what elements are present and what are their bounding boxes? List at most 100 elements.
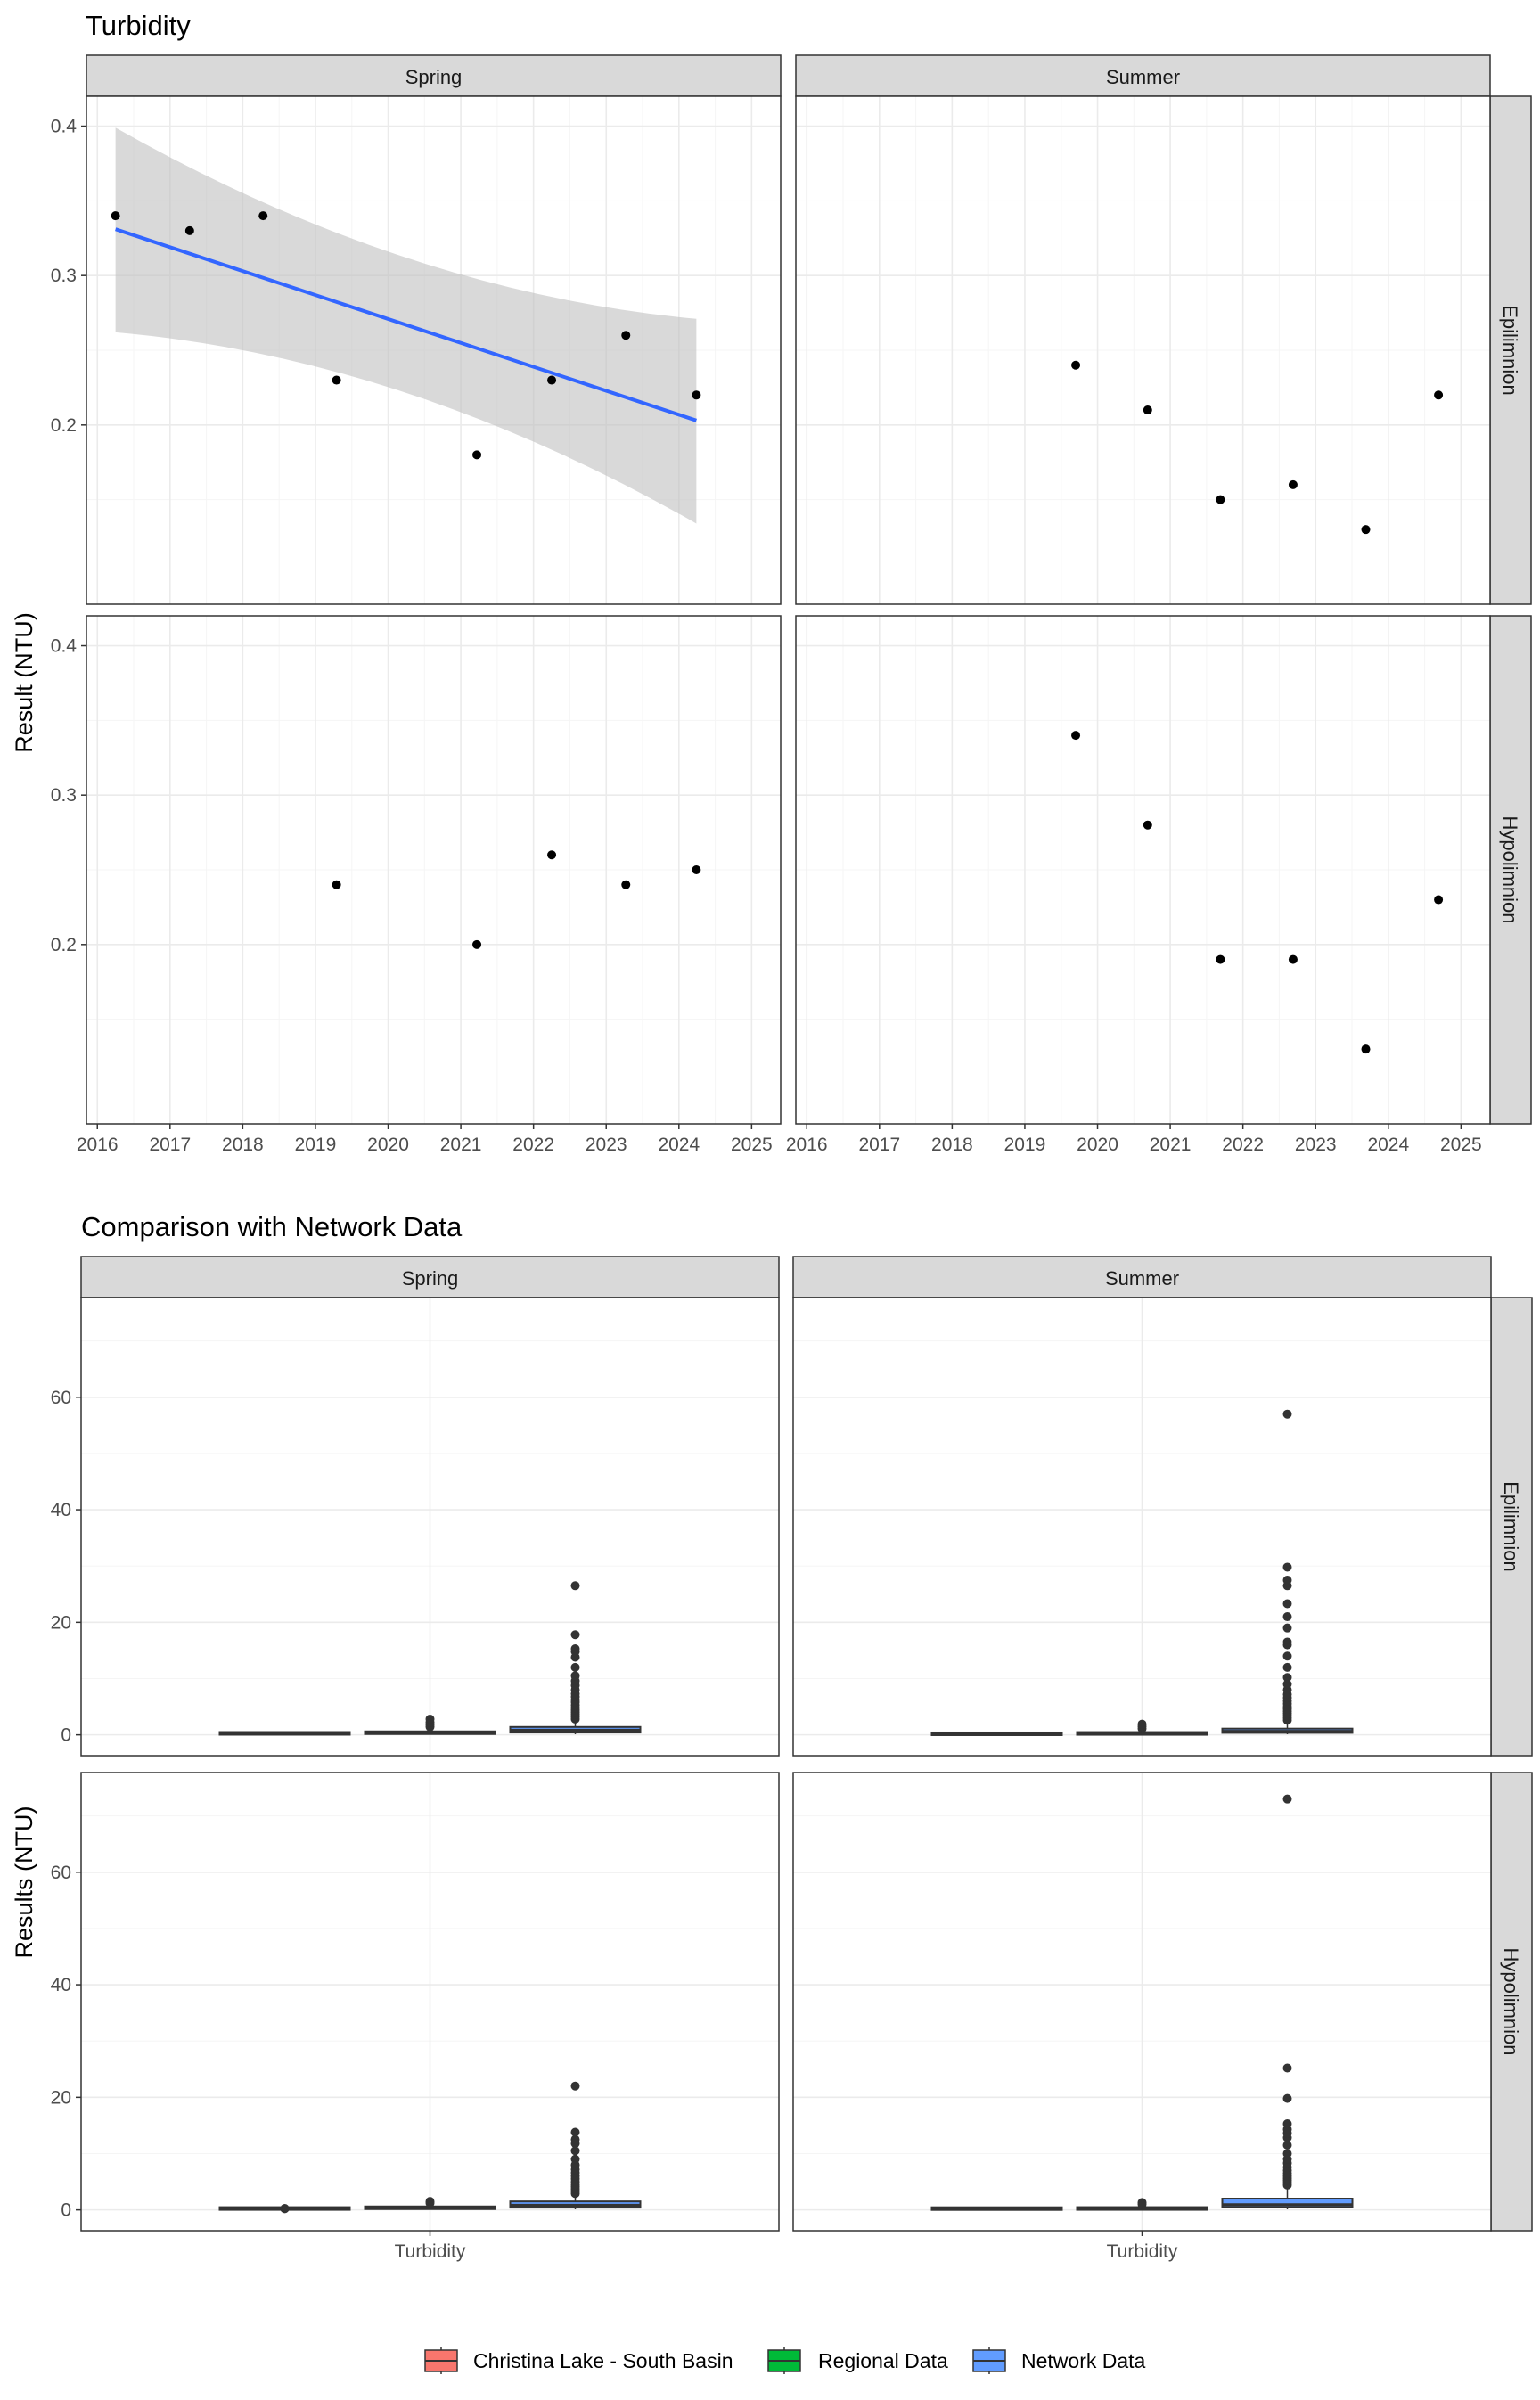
data-point (1361, 1044, 1371, 1054)
legend-label-network: Network Data (1021, 2349, 1146, 2372)
y-tick-label: 0 (61, 2200, 71, 2221)
y-axis-label-comparison: Results (NTU) (11, 1806, 37, 1958)
panel-border (792, 1297, 1492, 1757)
x-tick-label: 2017 (858, 1134, 900, 1155)
y-axis-label-turbidity: Result (NTU) (11, 612, 37, 753)
box-christina-lake-south-basin (218, 1731, 351, 1736)
outlier-point (570, 1644, 580, 1654)
data-point (1434, 390, 1444, 400)
outlier-point (1282, 1794, 1292, 1804)
data-point (472, 450, 482, 460)
x-tick-label: 2024 (1367, 1134, 1409, 1155)
data-point (472, 939, 482, 949)
panel-border (795, 615, 1491, 1125)
facet-strip-label-hypolimnion: Hypolimnion (1499, 815, 1521, 923)
scatter-panel-spring-epilimnion (86, 95, 782, 605)
box-christina-lake-south-basin (218, 2203, 351, 2214)
outlier-point (1282, 2063, 1292, 2073)
scatter-panel-summer-epilimnion (795, 95, 1491, 605)
x-tick-label: 2021 (440, 1134, 482, 1155)
outlier-point (425, 1714, 435, 1724)
outlier-point (1282, 1562, 1292, 1572)
outlier-point (1282, 1575, 1292, 1585)
outlier-point (1282, 2141, 1292, 2150)
y-tick-label: 60 (51, 1388, 71, 1408)
y-tick-label: 0.2 (51, 415, 77, 436)
facet-strip-label-summer-box: Summer (1105, 1267, 1179, 1290)
x-tick-label: 2019 (1004, 1134, 1046, 1155)
data-point (1288, 954, 1298, 964)
outlier-point (1282, 1662, 1292, 1672)
outlier-point (570, 2134, 580, 2144)
x-tick-label: 2019 (295, 1134, 337, 1155)
scatter-panel-spring-hypolimnion (86, 615, 782, 1125)
box-panel-spring-hypolimnion (80, 1772, 780, 2232)
data-point (258, 211, 268, 221)
y-tick-label: 60 (51, 1863, 71, 1883)
legend-label-christina: Christina Lake - South Basin (473, 2349, 733, 2372)
outlier-point (570, 1662, 580, 1672)
x-tick-label: 2023 (586, 1134, 627, 1155)
scatter-chart-layer: 0.2 0.3 0.4 0.2 0.3 0.4 2016 2017 2018 2019 2020 20… (51, 95, 1491, 1155)
box-regional-data (1076, 2198, 1208, 2211)
facet-strip-label-epilimnion-box: Epilimnion (1500, 1481, 1522, 1572)
legend-item-christina: Christina Lake - South Basin (424, 2347, 733, 2374)
data-point (1434, 895, 1444, 905)
outlier-point (1137, 2198, 1147, 2208)
box-network-data (1221, 1409, 1354, 1735)
scatter-panel-summer-hypolimnion (795, 615, 1491, 1125)
outlier-point (1137, 1719, 1147, 1729)
box-regional-data (364, 1714, 496, 1735)
outlier-point (1282, 1599, 1292, 1609)
facet-strip-epilimnion (1489, 95, 1532, 605)
panel-border (795, 95, 1491, 605)
facet-strip-summer (795, 54, 1491, 97)
facet-strip-hypolimnion-box (1490, 1772, 1533, 2232)
outlier-point (425, 2197, 435, 2207)
x-tick-label: 2020 (367, 1134, 409, 1155)
data-point (1143, 405, 1152, 415)
facet-strip-label-epilimnion: Epilimnion (1499, 305, 1521, 396)
box-christina-lake-south-basin (930, 1731, 1063, 1736)
y-tick-label: 20 (51, 2087, 71, 2108)
facet-strip-label-hypolimnion-box: Hypolimnion (1500, 1947, 1522, 2055)
x-tick-label: 2018 (222, 1134, 264, 1155)
box-panel-spring-epilimnion (80, 1297, 780, 1757)
data-point (1143, 820, 1152, 830)
facet-strip-label-spring-box: Spring (402, 1267, 459, 1290)
x-tick-label: 2025 (1440, 1134, 1482, 1155)
data-point (621, 331, 631, 340)
x-tick-label: 2022 (512, 1134, 554, 1155)
outlier-point (1282, 1612, 1292, 1622)
outlier-point (570, 2146, 580, 2156)
x-tick-label: 2024 (658, 1134, 700, 1155)
outlier-point (1282, 2119, 1292, 2129)
x-tick-label: 2022 (1222, 1134, 1264, 1155)
data-point (547, 850, 557, 860)
y-tick-label: 0.3 (51, 785, 77, 806)
facet-strip-hypolimnion (1489, 615, 1532, 1125)
x-tick-label: 2025 (731, 1134, 773, 1155)
x-tick-label: 2023 (1295, 1134, 1337, 1155)
box-body (1221, 2198, 1354, 2208)
outlier-point (1282, 1673, 1292, 1683)
box-regional-data (364, 2197, 496, 2210)
y-tick-label: 0.2 (51, 935, 77, 955)
data-point (547, 375, 557, 385)
chart-title-turbidity: Turbidity (86, 10, 191, 41)
data-point (332, 880, 341, 889)
x-tick-label: Turbidity (395, 2241, 466, 2262)
outlier-point (280, 2203, 290, 2213)
y-tick-label: 0 (61, 1725, 71, 1746)
legend: Christina Lake - South Basin Regional Da… (424, 2347, 1146, 2374)
x-tick-label: Turbidity (1107, 2241, 1178, 2262)
outlier-point (570, 2081, 580, 2091)
box-network-data (509, 1581, 642, 1735)
trend-line (115, 227, 698, 422)
data-point (1361, 525, 1371, 535)
x-tick-label: 2021 (1150, 1134, 1192, 1155)
outlier-point (1282, 1651, 1292, 1661)
box-chart-layer: 0 20 40 60 0 20 40 60 Turbidity Turbidity (51, 1297, 1492, 2262)
